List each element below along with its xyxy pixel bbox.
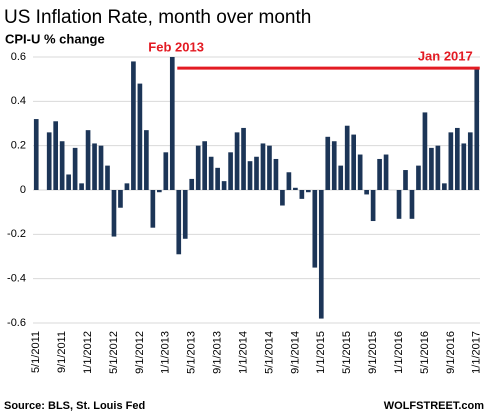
bar <box>409 190 415 219</box>
bar <box>111 190 117 237</box>
x-tick-label: 9/1/2012 <box>134 331 146 374</box>
bar <box>46 132 52 190</box>
y-tick-label: 0.4 <box>11 95 26 107</box>
bar <box>448 132 454 190</box>
x-tick-label: 1/1/2014 <box>237 331 249 374</box>
y-tick-label: 0.6 <box>11 51 26 63</box>
bar <box>331 141 337 190</box>
bar <box>267 145 272 190</box>
bar <box>234 132 240 190</box>
bar <box>124 183 130 190</box>
bar <box>305 190 311 193</box>
bar <box>221 181 227 190</box>
bar <box>416 165 421 190</box>
x-tick-label: 5/1/2014 <box>263 331 275 374</box>
bar <box>429 147 434 190</box>
y-tick-label: -0.2 <box>7 228 26 240</box>
x-tick-label: 9/1/2011 <box>56 331 68 373</box>
bar <box>260 143 266 190</box>
bar <box>85 130 91 190</box>
bar <box>66 174 71 190</box>
annotation: Feb 2013 <box>148 39 204 54</box>
bar <box>33 119 39 190</box>
credit: WOLFSTREET.com <box>384 400 484 412</box>
bar <box>72 147 78 190</box>
x-tick-label: 5/1/2013 <box>186 331 198 374</box>
x-tick-label: 1/1/2013 <box>160 331 172 374</box>
x-tick-label: 1/1/2015 <box>315 331 327 374</box>
bar <box>59 141 65 190</box>
bar <box>118 190 123 208</box>
x-tick-label: 1/1/2016 <box>393 331 405 374</box>
bar <box>312 190 318 268</box>
bar <box>454 127 460 190</box>
bar <box>293 187 298 190</box>
bar <box>53 121 59 190</box>
bar <box>182 190 188 239</box>
bar <box>208 156 214 190</box>
y-tick-label: -0.4 <box>7 273 26 285</box>
bar <box>228 152 233 190</box>
bar <box>318 190 324 319</box>
x-tick-label: 9/1/2013 <box>212 331 224 374</box>
x-tick-label: 5/1/2016 <box>419 331 431 374</box>
bar <box>131 61 136 190</box>
bar <box>403 170 408 190</box>
bar <box>286 172 292 190</box>
source: Source: BLS, St. Louis Fed <box>4 400 145 412</box>
x-tick-label: 5/1/2012 <box>108 331 120 374</box>
bar <box>299 190 305 199</box>
bar <box>169 57 175 190</box>
chart-title: US Inflation Rate, month over month <box>4 7 311 28</box>
bar <box>370 190 376 222</box>
bar <box>351 134 357 190</box>
x-tick-label: 1/1/2017 <box>471 331 483 374</box>
bar <box>202 141 208 190</box>
x-tick-label: 1/1/2012 <box>82 331 94 374</box>
bar <box>344 125 350 190</box>
bar <box>163 152 169 190</box>
bar <box>338 165 344 190</box>
x-tick-label: 9/1/2015 <box>367 331 379 374</box>
bar <box>280 190 285 206</box>
bar <box>215 167 220 190</box>
bar <box>98 145 104 190</box>
bar <box>195 145 201 190</box>
bar <box>189 178 195 190</box>
annotation: Jan 2017 <box>418 48 473 63</box>
bar <box>254 156 259 190</box>
bar <box>461 143 467 190</box>
bar <box>442 183 447 190</box>
bar <box>422 112 428 190</box>
bar <box>247 161 253 190</box>
bar <box>383 154 389 190</box>
y-tick-label: -0.6 <box>7 317 26 329</box>
bar <box>364 190 369 195</box>
bar <box>137 83 143 190</box>
bar <box>156 190 162 193</box>
x-tick-label: 5/1/2015 <box>341 331 353 374</box>
bar <box>79 183 84 190</box>
bar <box>150 190 156 228</box>
bar <box>435 145 441 190</box>
y-tick-label: 0 <box>20 184 26 196</box>
bar <box>357 154 363 190</box>
bar <box>273 158 279 190</box>
bar <box>92 143 97 190</box>
bar <box>176 190 182 255</box>
chart-subtitle: CPI-U % change <box>5 31 105 46</box>
bar <box>241 127 246 190</box>
x-tick-label: 5/1/2011 <box>30 331 42 373</box>
bar <box>396 190 402 219</box>
y-tick-label: 0.2 <box>11 140 26 152</box>
x-tick-label: 9/1/2016 <box>445 331 457 374</box>
bar <box>474 68 480 190</box>
bar <box>377 158 382 190</box>
bar <box>325 136 331 190</box>
x-tick-label: 9/1/2014 <box>289 331 301 374</box>
bar <box>105 165 110 190</box>
bar <box>467 132 473 190</box>
bar <box>144 130 149 190</box>
